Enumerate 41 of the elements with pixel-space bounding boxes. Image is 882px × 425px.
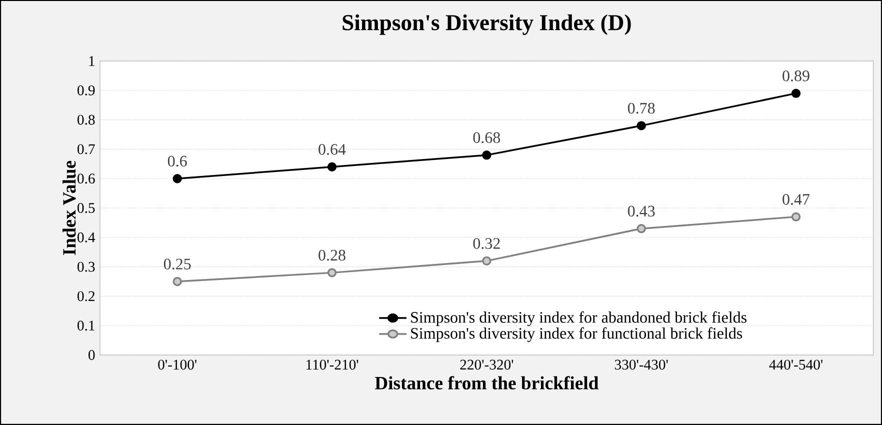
y-tick-label: 0.4 (78, 232, 96, 242)
chart-title: Simpson's Diversity Index (D) (342, 14, 631, 35)
data-label: 0.89 (782, 70, 810, 82)
point (172, 174, 182, 184)
x-tick-label: 220'-320' (460, 360, 514, 370)
data-label: 0.6 (168, 156, 187, 167)
y-tick-label: 0.7 (78, 144, 95, 154)
point (327, 268, 337, 278)
y-tick-label: 0.6 (78, 174, 95, 184)
point (791, 212, 801, 222)
data-label: 0.32 (473, 238, 500, 249)
data-label: 0.28 (318, 250, 346, 261)
point (636, 224, 646, 234)
data-label: 0.78 (628, 102, 655, 114)
y-tick-label: 0.1 (78, 320, 94, 331)
x-tick-label: 0'-100' (158, 360, 196, 370)
data-label: 0.47 (782, 194, 810, 205)
point (172, 276, 182, 286)
data-label: 0.64 (318, 144, 346, 155)
y-tick-label: 0.9 (78, 85, 95, 96)
legend-label: Simpson's diversity index for functional brick fields (411, 327, 742, 342)
x-tick-label: 110'-210' (306, 360, 358, 370)
y-tick-label: 1 (89, 56, 94, 66)
point (482, 150, 492, 160)
data-label: 0.25 (164, 258, 191, 270)
y-tick-label: 0.3 (78, 262, 95, 272)
point (327, 162, 337, 172)
point (482, 256, 492, 266)
x-tick-label: 440'-540' (769, 360, 822, 370)
y-axis-title: Index Value (62, 160, 76, 256)
x-tick-label: 330'-430' (614, 360, 668, 370)
point (791, 88, 801, 98)
x-axis-title: Distance from the brickfield (374, 376, 599, 390)
y-tick-label: 0.5 (78, 203, 95, 213)
y-tick-label: 0.2 (78, 291, 94, 302)
y-tick-label: 0 (88, 350, 95, 360)
data-label: 0.43 (628, 206, 655, 217)
data-label: 0.68 (473, 132, 500, 144)
point (636, 121, 646, 130)
legend-label: Simpson's diversity index for abandoned brick fields (411, 311, 746, 326)
y-tick-label: 0.8 (78, 114, 95, 125)
